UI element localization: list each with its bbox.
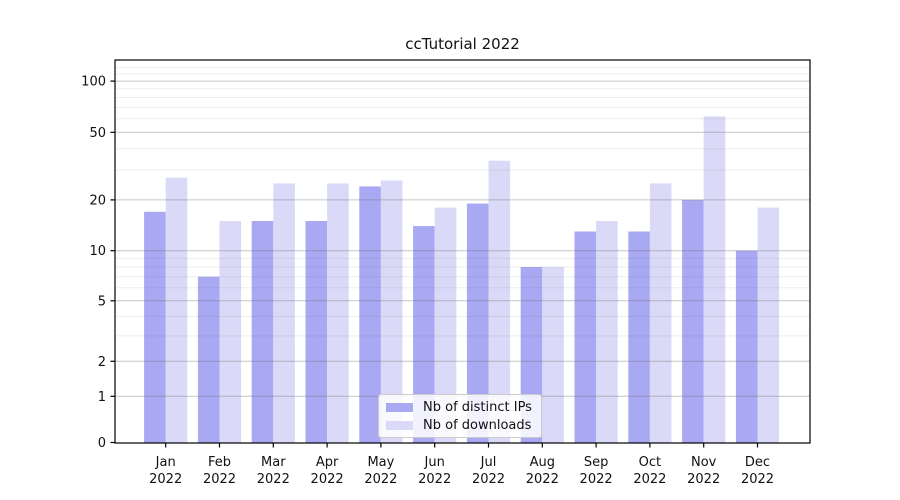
- x-tick-label-year: 2022: [149, 472, 182, 487]
- x-tick-label-year: 2022: [633, 472, 666, 487]
- bar-downloads: [327, 183, 349, 443]
- x-tick-label-month: Apr: [316, 455, 339, 470]
- x-tick-label-month: Mar: [261, 455, 286, 470]
- bar-distinct-ips: [144, 211, 166, 443]
- bar-downloads: [165, 177, 188, 443]
- x-tick-label-year: 2022: [203, 472, 236, 487]
- bar-downloads: [219, 221, 242, 443]
- bar-distinct-ips: [735, 250, 758, 443]
- legend-label-distinct-ips: Nb of distinct IPs: [423, 400, 532, 415]
- bars-group: [144, 116, 780, 444]
- bar-distinct-ips: [251, 221, 274, 443]
- bar-downloads: [488, 160, 511, 443]
- x-tick-label-month: Oct: [639, 455, 661, 470]
- bar-distinct-ips: [305, 221, 328, 443]
- plot-border: [114, 59, 811, 444]
- x-tick-label-month: Jun: [424, 455, 445, 470]
- chart-title: ccTutorial 2022: [405, 35, 520, 53]
- bar-downloads: [434, 207, 457, 443]
- x-tick-label-year: 2022: [526, 472, 559, 487]
- y-tick-label: 2: [98, 355, 106, 370]
- legend: Nb of distinct IPs Nb of downloads: [378, 394, 542, 438]
- y-tick-label: 50: [89, 126, 106, 141]
- x-tick-label-year: 2022: [687, 472, 720, 487]
- bar-distinct-ips: [197, 276, 220, 443]
- y-tick-label: 10: [89, 244, 106, 259]
- y-tick-label: 1: [98, 390, 106, 405]
- bar-downloads: [542, 267, 564, 443]
- bar-downloads: [649, 183, 672, 443]
- bar-distinct-ips: [574, 231, 597, 443]
- bar-distinct-ips: [628, 231, 650, 443]
- bar-distinct-ips: [413, 226, 435, 443]
- x-tick-label-month: Dec: [745, 455, 770, 470]
- y-tick-label: 0: [98, 436, 106, 451]
- bar-distinct-ips: [682, 199, 704, 443]
- x-tick-label-month: Feb: [208, 455, 231, 470]
- x-tick-label-month: Nov: [691, 455, 717, 470]
- x-tick-label-year: 2022: [257, 472, 290, 487]
- bar-downloads: [596, 221, 618, 443]
- y-tick-label: 100: [81, 75, 106, 90]
- x-tick-label-year: 2022: [741, 472, 774, 487]
- y-tick-label: 5: [98, 294, 106, 309]
- legend-label-downloads: Nb of downloads: [423, 418, 532, 433]
- x-tick-label-year: 2022: [311, 472, 344, 487]
- bar-downloads: [380, 180, 403, 443]
- bar-downloads: [757, 207, 780, 443]
- x-axis-group: Jan 2022 Feb 2022 Mar 2022 Apr 2022 May 2022 Jun 20…: [149, 443, 774, 487]
- legend-swatch-distinct-ips: [386, 403, 413, 412]
- x-tick-label-month: Jul: [480, 455, 497, 470]
- x-tick-label-year: 2022: [418, 472, 451, 487]
- bar-downloads: [273, 183, 295, 443]
- x-tick-label-month: Jan: [155, 455, 176, 470]
- x-tick-label-year: 2022: [580, 472, 613, 487]
- x-tick-label-month: Sep: [584, 455, 609, 470]
- bar-distinct-ips: [359, 186, 381, 443]
- legend-swatch-downloads: [386, 421, 413, 430]
- legend-entry-downloads: Nb of downloads: [386, 418, 535, 433]
- x-tick-label-month: May: [367, 455, 394, 470]
- x-tick-label-year: 2022: [364, 472, 397, 487]
- y-axis-group: 0 1 2 5 10 20 50 100: [81, 75, 115, 451]
- x-tick-label-month: Aug: [530, 455, 555, 470]
- bar-distinct-ips: [466, 203, 489, 443]
- legend-entry-ips: Nb of distinct IPs: [386, 400, 535, 415]
- bar-downloads: [703, 116, 726, 444]
- x-tick-label-year: 2022: [472, 472, 505, 487]
- y-tick-label: 20: [89, 193, 106, 208]
